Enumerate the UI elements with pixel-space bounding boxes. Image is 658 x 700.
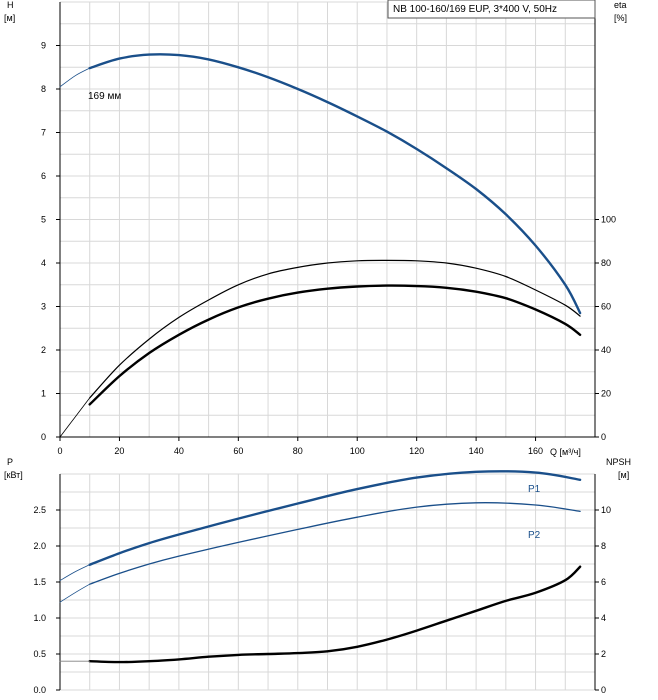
p-axis-label: P xyxy=(7,457,13,467)
npsh-tick-label: 8 xyxy=(601,541,606,551)
head-extension-curve xyxy=(59,67,91,88)
title-box xyxy=(387,0,596,19)
h-tick-label: 2 xyxy=(41,345,46,355)
P1-extension-curve xyxy=(59,564,91,581)
p-tick-label: 1.5 xyxy=(33,577,46,587)
P2-extension-curve xyxy=(59,583,91,603)
bottom-grid xyxy=(59,473,596,691)
npsh-axis-unit: [м] xyxy=(618,470,629,480)
q-tick-label: 60 xyxy=(233,446,243,456)
eta-axis-unit: [%] xyxy=(614,13,627,23)
eta-axis-label: eta xyxy=(614,0,627,10)
h-tick-label: 3 xyxy=(41,302,46,312)
q-axis-label: Q [м³/ч] xyxy=(550,447,581,457)
p2-curve xyxy=(89,502,581,585)
bottom-tick-labels: 0.0 0.5 1.0 1.5 2.0 2.5 0 2 4 6 8 10 xyxy=(33,505,611,695)
bottom-series xyxy=(59,470,582,664)
h-tick-label: 8 xyxy=(41,84,46,94)
h-tick-label: 9 xyxy=(41,41,46,51)
p2-series-label: P2 xyxy=(528,530,541,541)
q-tick-label: 20 xyxy=(114,446,124,456)
p-tick-label: 0.5 xyxy=(33,649,46,659)
h-tick-label: 7 xyxy=(41,128,46,138)
eta-tick-label: 40 xyxy=(601,345,611,355)
h-axis-label: H xyxy=(7,0,14,10)
eta-tick-label: 60 xyxy=(601,302,611,312)
eta-tick-label: 0 xyxy=(601,432,606,442)
h-tick-label: 1 xyxy=(41,389,46,399)
q-tick-label: 100 xyxy=(350,446,365,456)
h-tick-label: 4 xyxy=(41,258,46,268)
p-tick-label: 0.0 xyxy=(33,685,46,695)
h-axis-unit: [м] xyxy=(4,13,15,23)
q-tick-label: 120 xyxy=(409,446,424,456)
p-tick-label: 2.5 xyxy=(33,505,46,515)
p1-series-label: P1 xyxy=(528,484,541,495)
p-axis-unit: [кВт] xyxy=(4,470,23,480)
q-tick-label: 140 xyxy=(469,446,484,456)
h-tick-label: 6 xyxy=(41,171,46,181)
q-tick-label: 40 xyxy=(174,446,184,456)
head-curve xyxy=(88,53,582,315)
top-grid xyxy=(59,1,596,438)
p1-curve xyxy=(88,470,582,566)
eta-tick-label: 80 xyxy=(601,258,611,268)
top-tick-labels: 0 1 2 3 4 5 6 7 8 9 0 20 40 60 80 100 0 20 40 60 80 100 120 140… xyxy=(41,41,616,457)
npsh-tick-label: 0 xyxy=(601,685,606,695)
p-tick-label: 1.0 xyxy=(33,613,46,623)
impeller-diameter-label: 169 мм xyxy=(88,91,121,102)
h-tick-label: 0 xyxy=(41,432,46,442)
efficiency-thin-curve xyxy=(89,259,581,399)
eta-tick-label: 20 xyxy=(601,389,611,399)
efficiency-bold-curve xyxy=(88,284,582,406)
npsh-curve xyxy=(88,565,582,664)
q-tick-label: 0 xyxy=(57,446,62,456)
chart-title: NB 100-160/169 EUP, 3*400 V, 50Hz xyxy=(393,4,557,15)
npsh-tick-label: 6 xyxy=(601,577,606,587)
npsh-tick-label: 4 xyxy=(601,613,606,623)
p-tick-label: 2.0 xyxy=(33,541,46,551)
top-series xyxy=(59,53,582,438)
q-tick-label: 160 xyxy=(528,446,543,456)
npsh-axis-label: NPSH xyxy=(606,457,631,467)
efficiency-extension-curve xyxy=(59,397,91,438)
npsh-tick-label: 10 xyxy=(601,505,611,515)
npsh-tick-label: 2 xyxy=(601,649,606,659)
q-tick-label: 80 xyxy=(293,446,303,456)
eta-tick-label: 100 xyxy=(601,215,616,225)
h-tick-label: 5 xyxy=(41,215,46,225)
